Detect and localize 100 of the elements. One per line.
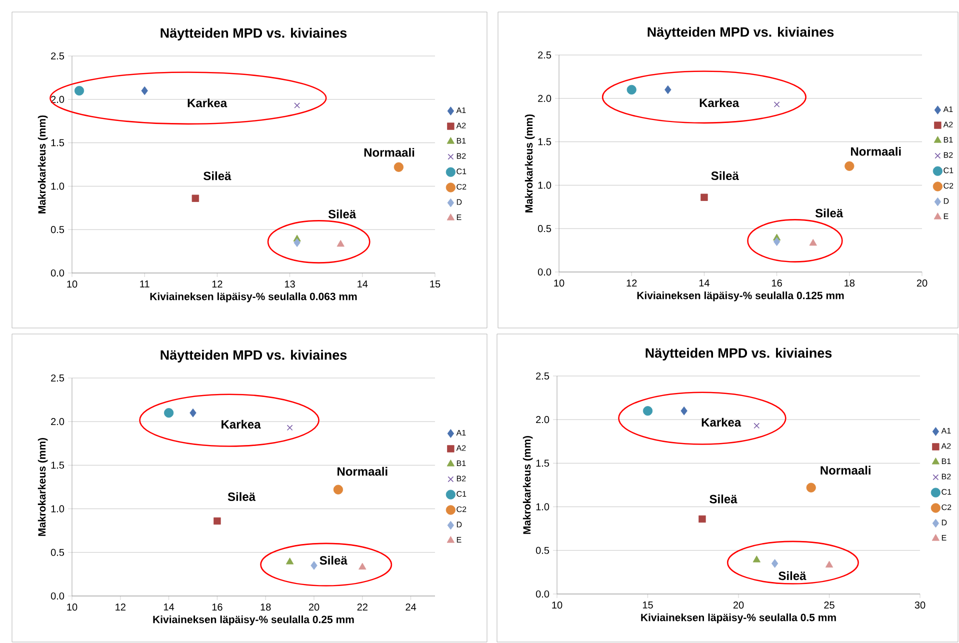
y-tick-label: 1.0: [538, 182, 552, 189]
chart-title: Näytteiden MPD vs. kiviaines: [160, 28, 347, 40]
legend-label: C1: [456, 491, 466, 497]
y-tick-label: 2.0: [536, 416, 550, 424]
x-tick-label: 15: [642, 602, 653, 609]
legend-label: A2: [456, 445, 466, 451]
legend-label: E: [456, 214, 462, 220]
y-axis-title: Makrokarkeus (mm): [38, 438, 48, 536]
y-tick-label: 0.5: [536, 546, 550, 554]
point: [773, 237, 780, 246]
point: [771, 559, 778, 568]
x-tick-label: 14: [699, 280, 710, 286]
point: [310, 561, 318, 570]
y-tick-label: 0.5: [50, 548, 64, 556]
legend-label: B1: [944, 136, 953, 142]
legend-label: C2: [942, 504, 952, 510]
x-tick-label: 14: [164, 604, 174, 610]
y-axis-title: Makrokarkeus (mm): [522, 436, 533, 534]
legend-label: D: [942, 520, 947, 526]
legend-label: D: [944, 198, 949, 204]
y-axis-title: Makrokarkeus (mm): [524, 114, 535, 212]
legend-label: E: [942, 534, 946, 540]
annotation: Karkea: [222, 420, 261, 429]
legend-label: C2: [456, 506, 466, 512]
x-tick-label: 22: [357, 604, 368, 611]
point: [809, 238, 817, 246]
y-tick-label: 2.5: [536, 372, 550, 380]
y-tick-label: 0.0: [50, 592, 64, 600]
point: [333, 484, 344, 494]
point: [700, 194, 708, 201]
legend-label: B2: [456, 476, 466, 482]
legend-label: C2: [944, 182, 954, 189]
y-tick-label: 1.0: [51, 505, 64, 512]
point: [664, 85, 672, 94]
point: [358, 562, 366, 570]
legend-label: D: [456, 199, 462, 205]
y-tick-label: 2.5: [51, 52, 64, 60]
annotation: Sileä: [328, 210, 356, 218]
y-tick-label: 0.0: [50, 269, 64, 277]
y-tick-label: 1.5: [536, 460, 550, 467]
x-tick-label: 14: [358, 280, 368, 288]
point: [294, 102, 300, 108]
point: [190, 408, 196, 418]
annotation: Karkea: [702, 418, 742, 427]
x-tick-label: 11: [140, 280, 150, 288]
x-tick-label: 15: [430, 280, 440, 288]
x-axis-title: Kiviaineksen läpäisy-% seulalla 0.063 mm: [150, 292, 357, 302]
legend-label: B1: [456, 460, 466, 466]
y-tick-label: 1.0: [51, 182, 64, 190]
point: [754, 422, 760, 429]
annotation: Sileä: [778, 571, 806, 580]
point: [642, 406, 653, 416]
point: [294, 238, 300, 248]
y-tick-label: 2.0: [51, 418, 64, 426]
y-tick-label: 1.0: [536, 503, 550, 510]
legend-label: A1: [456, 108, 466, 114]
annotation: Normaali: [364, 148, 414, 157]
point: [698, 515, 706, 523]
point: [394, 162, 404, 172]
chart-title: Näytteiden MPD vs. kiviaines: [160, 350, 347, 362]
point: [214, 517, 221, 525]
legend-label: E: [944, 213, 948, 219]
legend-label: C1: [456, 168, 466, 174]
legend-label: A1: [456, 430, 466, 436]
y-tick-label: 0.0: [538, 268, 552, 276]
y-tick-label: 2.5: [538, 51, 552, 59]
point: [141, 86, 148, 96]
point: [806, 482, 816, 492]
annotation: Normaali: [338, 466, 388, 476]
x-tick-label: 16: [772, 280, 782, 287]
legend-label: A1: [941, 428, 951, 434]
chart-title: Näytteiden MPD vs. kiviaines: [646, 348, 832, 360]
annotation: Sileä: [815, 208, 844, 218]
x-tick-label: 12: [212, 280, 222, 288]
x-tick-label: 13: [285, 280, 295, 288]
legend-label: B2: [942, 474, 951, 480]
point: [626, 84, 636, 95]
x-axis-title: Kiviaineksen läpäisy-% seulalla 0.5 mm: [641, 613, 836, 624]
legend-label: A2: [943, 122, 953, 128]
legend-label: A2: [941, 443, 951, 449]
point: [752, 556, 760, 562]
y-tick-label: 0.5: [538, 225, 552, 232]
y-tick-label: 0.0: [536, 590, 550, 598]
legend-label: B1: [942, 458, 951, 464]
point: [164, 408, 174, 418]
annotation: Karkea: [188, 98, 228, 108]
y-tick-label: 1.5: [51, 462, 64, 469]
x-tick-label: 12: [626, 280, 637, 287]
point: [286, 558, 294, 564]
point: [336, 240, 344, 247]
annotation: Normaali: [820, 466, 870, 475]
point: [192, 194, 200, 202]
y-tick-label: 1.5: [51, 139, 64, 146]
legend-label: B1: [456, 138, 466, 144]
point: [774, 102, 780, 108]
legend-label: E: [456, 536, 462, 542]
x-tick-label: 20: [916, 280, 928, 287]
legend-label: C1: [944, 168, 954, 174]
y-tick-label: 0.5: [50, 226, 64, 234]
x-axis-title: Kiviaineksen läpäisy-% seulalla 0.125 mm: [637, 291, 844, 302]
